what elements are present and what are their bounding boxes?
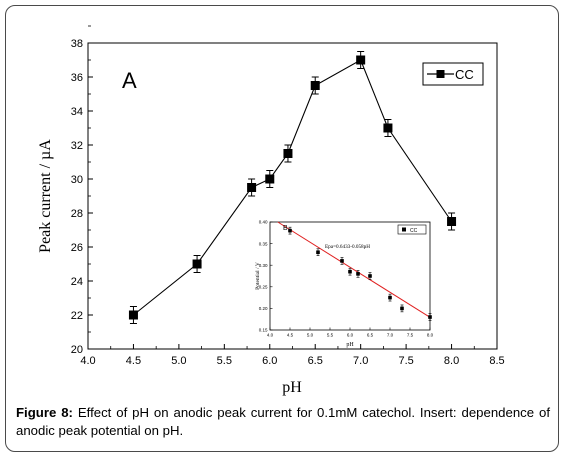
main-data-point xyxy=(383,123,393,133)
inset-y-tick-label: 0.15 xyxy=(259,328,268,333)
main-data-point xyxy=(128,310,138,320)
inset-y-tick-label: 0.30 xyxy=(259,263,268,268)
inset-series xyxy=(288,226,432,321)
main-y-tick-label: 32 xyxy=(71,140,83,152)
main-data-point xyxy=(356,55,366,65)
inset-data-point xyxy=(356,272,360,276)
main-x-tick-label: 7.5 xyxy=(398,355,413,367)
main-x-tick-label: 7.0 xyxy=(353,355,368,367)
inset-legend-marker xyxy=(402,227,406,232)
main-y-ticks: 20 22 24 26 28 30 32 34 36 38 xyxy=(71,25,93,356)
main-chart: 20 22 24 26 28 30 32 34 36 38 4.0 4.5 5.0 5.5 6.0 6.5 7… xyxy=(37,25,505,396)
inset-data-point xyxy=(368,274,372,278)
inset-y-tick-label: 0.40 xyxy=(259,220,268,225)
inset-y-tick-label: 0.25 xyxy=(259,285,268,290)
inset-y-tick-label: 0.35 xyxy=(259,241,268,246)
main-data-point xyxy=(310,81,320,90)
inset-x-tick-label: 6.5 xyxy=(367,333,374,338)
figure-caption: Figure 8: Effect of pH on anodic peak cu… xyxy=(16,404,550,440)
inset-data-point xyxy=(348,269,352,274)
main-x-tick-label: 5.5 xyxy=(217,355,232,367)
inset-data-point xyxy=(340,259,344,263)
inset-data-point xyxy=(288,228,292,233)
main-y-tick-label: 30 xyxy=(71,174,83,186)
main-x-ticks: 4.0 4.5 5.0 5.5 6.0 6.5 7.0 7.5 8.0 8.5 xyxy=(80,344,505,367)
inset-fit-line xyxy=(277,221,431,318)
main-legend-marker xyxy=(436,70,445,78)
main-x-tick-label: 8.0 xyxy=(444,355,459,367)
inset-y-axis-label: Potential / V xyxy=(255,262,261,290)
main-x-tick-label: 4.5 xyxy=(126,355,141,367)
inset-legend-label: CC xyxy=(410,228,418,234)
main-y-tick-label: 20 xyxy=(71,344,83,356)
inset-data-point xyxy=(388,295,392,300)
inset-background xyxy=(262,218,434,338)
main-y-tick-label: 22 xyxy=(71,310,83,322)
main-y-tick-label: 24 xyxy=(71,276,83,288)
main-y-tick-label: 34 xyxy=(71,106,83,118)
inset-x-ticks: 4.0 4.5 5.0 5.5 6.0 6.5 7.0 7.5 8.0 xyxy=(267,327,434,338)
inset-legend-box xyxy=(397,224,427,235)
main-y-tick-label: 26 xyxy=(71,242,83,254)
main-x-tick-label: 6.5 xyxy=(308,355,323,367)
inset-x-axis-label: pH xyxy=(346,342,354,348)
inset-x-tick-label: 4.0 xyxy=(267,333,274,338)
inset-x-tick-label: 6.0 xyxy=(347,333,354,338)
panel-label-a: A xyxy=(122,68,137,93)
main-series xyxy=(128,51,457,324)
main-legend-label: CC xyxy=(455,67,474,82)
figure-svg: 20 22 24 26 28 30 32 34 36 38 4.0 4.5 5.0 5.5 6.0 6.5 7… xyxy=(37,25,505,396)
panel-label-b: B xyxy=(283,225,288,232)
inset-y-tick-label: 0.20 xyxy=(259,306,268,311)
main-y-axis-label: Peak current / µA xyxy=(37,139,54,253)
inset-chart: 0.15 0.20 0.25 0.30 0.35 0.40 4.0 4.5 5.0 5.5 6.0… xyxy=(255,218,434,348)
main-data-point xyxy=(247,183,257,192)
inset-x-tick-label: 8.0 xyxy=(427,333,434,338)
main-legend: CC xyxy=(422,62,484,86)
main-data-point xyxy=(192,259,202,269)
main-data-point xyxy=(447,217,457,226)
main-x-tick-label: 8.5 xyxy=(489,355,504,367)
main-data-point xyxy=(283,149,293,158)
main-x-axis-label: pH xyxy=(282,379,302,396)
inset-x-tick-label: 4.5 xyxy=(287,333,294,338)
main-x-tick-label: 4.0 xyxy=(80,355,95,367)
inset-data-point xyxy=(400,306,404,311)
inset-x-tick-label: 7.5 xyxy=(407,333,414,338)
inset-equation: Epa=0.6433-0.058pH xyxy=(325,244,370,250)
inset-legend: CC xyxy=(397,224,427,235)
inset-y-ticks: 0.15 0.20 0.25 0.30 0.35 0.40 xyxy=(259,220,273,333)
inset-x-tick-label: 7.0 xyxy=(387,333,394,338)
main-y-tick-label: 38 xyxy=(71,38,83,50)
main-y-tick-label: 36 xyxy=(71,72,83,84)
caption-label: Figure 8: xyxy=(16,405,73,420)
inset-x-tick-label: 5.5 xyxy=(327,333,334,338)
inset-x-tick-label: 5.0 xyxy=(307,333,314,338)
inset-data-point xyxy=(428,315,432,319)
caption-text: Effect of pH on anodic peak current for … xyxy=(16,405,550,438)
inset-data-point xyxy=(316,250,320,255)
main-x-tick-label: 6.0 xyxy=(262,355,277,367)
main-y-tick-label: 28 xyxy=(71,208,83,220)
main-data-point xyxy=(265,174,275,184)
main-x-tick-label: 5.0 xyxy=(171,355,186,367)
